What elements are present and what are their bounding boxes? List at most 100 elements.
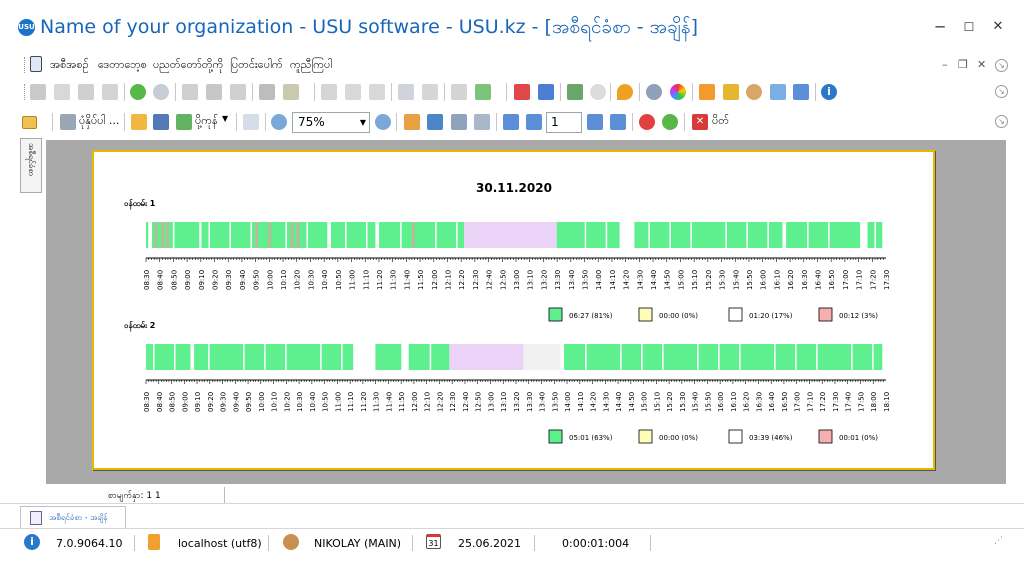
color-wheel-icon[interactable] — [670, 84, 686, 100]
timeline-gap — [807, 222, 809, 248]
lock-icon[interactable] — [723, 84, 739, 100]
info-icon[interactable]: i — [24, 534, 40, 550]
split-icon[interactable] — [398, 84, 414, 100]
close-report-button[interactable]: ပိတ် — [712, 114, 729, 127]
stop-icon[interactable] — [639, 114, 655, 130]
refresh-icon[interactable] — [130, 84, 146, 100]
timeline-segment — [146, 344, 191, 370]
toolbar-grip[interactable] — [24, 84, 27, 100]
toolbar-separator — [610, 83, 611, 101]
expand-icon[interactable] — [369, 84, 385, 100]
menu-database[interactable]: ဒေတာဘေ့စ — [98, 58, 147, 71]
gear-icon[interactable] — [646, 84, 662, 100]
last-page-icon[interactable] — [610, 114, 626, 130]
menu-overflow-icon[interactable]: ↘ — [995, 59, 1008, 72]
timeline-segment — [331, 222, 376, 248]
first-page-icon[interactable] — [503, 114, 519, 130]
columns-icon[interactable] — [321, 84, 337, 100]
timeline-tick-label: 14:10 — [609, 270, 617, 290]
zoom-in-icon[interactable] — [271, 114, 287, 130]
collapse-icon[interactable] — [345, 84, 361, 100]
toolbar-overflow-icon[interactable]: ↘ — [995, 85, 1008, 98]
mdi-restore-icon[interactable]: ❐ — [958, 58, 968, 71]
next-page-icon[interactable] — [587, 114, 603, 130]
record-icon[interactable] — [30, 84, 46, 100]
search-icon[interactable] — [153, 84, 169, 100]
edit-icon[interactable] — [78, 84, 94, 100]
report-toolbar-overflow-icon[interactable]: ↘ — [995, 115, 1008, 128]
zoom-select[interactable]: 75% ▼ — [292, 112, 370, 133]
timeline-gap — [584, 222, 587, 248]
timeline-tick-label: 10:10 — [280, 270, 288, 290]
import-icon[interactable] — [451, 84, 467, 100]
timeline-pink-mark — [296, 222, 299, 248]
find-icon[interactable] — [451, 114, 467, 130]
timeline-segment — [564, 344, 883, 370]
open-icon[interactable] — [131, 114, 147, 130]
save-icon[interactable] — [153, 114, 169, 130]
back-icon[interactable] — [590, 84, 606, 100]
timer-label: 0:00:01:004 — [562, 537, 630, 550]
flag-icon[interactable] — [259, 84, 275, 100]
exit-icon[interactable] — [567, 84, 583, 100]
menu-windows[interactable]: ပြတင်းပေါက် — [230, 58, 283, 71]
timeline-tick-label: 12:50 — [475, 392, 483, 412]
resize-grip-icon[interactable]: ⋰ — [994, 536, 1003, 546]
close-report-icon[interactable]: ✕ — [692, 114, 708, 130]
note-icon[interactable] — [422, 84, 438, 100]
maximize-button[interactable]: ☐ — [963, 20, 975, 34]
timeline-pink-mark — [412, 222, 415, 248]
key-icon[interactable] — [770, 84, 786, 100]
copy-icon[interactable] — [54, 84, 70, 100]
minimize-button[interactable]: ─ — [935, 18, 945, 36]
export-button[interactable]: ပို့ကုန် — [195, 114, 218, 127]
close-window-icon[interactable] — [538, 84, 554, 100]
print-icon[interactable] — [60, 114, 76, 130]
report-date: 30.11.2020 — [476, 181, 552, 195]
info-icon[interactable]: i — [821, 84, 837, 100]
legend-label: 06:27 (81%) — [569, 312, 613, 320]
prev-page-icon[interactable] — [526, 114, 542, 130]
side-panel-tab[interactable]: အစီရင်ခံစာ — [20, 138, 42, 193]
rss-icon[interactable] — [699, 84, 715, 100]
page-setup-icon[interactable] — [243, 114, 259, 130]
print-button[interactable]: ပုံနှိပ်ပါ ... — [79, 114, 120, 127]
menu-help[interactable]: ကူညီကြပါ — [290, 58, 333, 71]
timeline-gap — [208, 222, 210, 248]
users-icon[interactable] — [746, 84, 762, 100]
chevron-down-icon[interactable]: ▼ — [359, 118, 366, 127]
menu-commands[interactable]: ပညတ်တော်တို့ကို — [153, 58, 224, 71]
timeline-tick-label: 10:20 — [283, 392, 291, 412]
page-number-input[interactable]: 1 — [546, 112, 582, 133]
pen-icon[interactable] — [793, 84, 809, 100]
folder-icon[interactable] — [22, 116, 37, 129]
tree-icon[interactable] — [404, 114, 420, 130]
report-settings-icon[interactable] — [474, 114, 490, 130]
toolbar-separator — [124, 83, 125, 101]
save-record-icon[interactable] — [102, 84, 118, 100]
layout-icon[interactable] — [427, 114, 443, 130]
mdi-close-icon[interactable]: ✕ — [977, 58, 987, 71]
location-pin-icon[interactable] — [617, 84, 633, 100]
toolbar-separator — [396, 113, 397, 131]
zoom-out-icon[interactable] — [375, 114, 391, 130]
filter-clear-icon[interactable] — [206, 84, 222, 100]
timeline-gap — [243, 344, 245, 370]
new-window-icon[interactable] — [514, 84, 530, 100]
timeline-tick-label: 17:20 — [819, 392, 827, 412]
mdi-minimize-icon[interactable]: – — [942, 58, 948, 71]
timeline-tick-label: 12:00 — [431, 270, 439, 290]
timeline-segment — [151, 222, 200, 248]
timeline-tick-label: 09:30 — [220, 392, 228, 412]
export-dropdown-icon[interactable]: ▼ — [222, 114, 229, 123]
reload-icon[interactable] — [662, 114, 678, 130]
tab-report-time[interactable]: အစီရင်ခံစာ - အချိန် — [20, 506, 126, 528]
filter-settings-icon[interactable] — [230, 84, 246, 100]
filter-icon[interactable] — [182, 84, 198, 100]
excel-icon[interactable] — [475, 84, 491, 100]
image-icon[interactable] — [283, 84, 299, 100]
close-button[interactable]: ✕ — [992, 19, 1004, 34]
menu-grip[interactable] — [24, 57, 27, 73]
menu-program[interactable]: အစီအစဉ် — [50, 58, 89, 71]
export-icon[interactable] — [176, 114, 192, 130]
